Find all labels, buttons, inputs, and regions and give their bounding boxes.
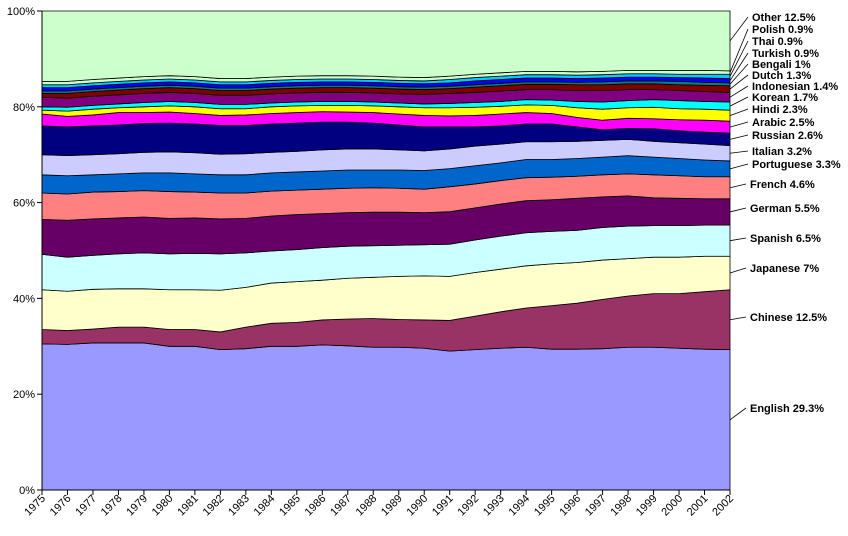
legend-label-spanish: Spanish 6.5% bbox=[750, 233, 821, 245]
legend-label-chinese: Chinese 12.5% bbox=[750, 312, 827, 324]
x-tick-label: 1991 bbox=[430, 493, 456, 519]
x-tick-label: 2000 bbox=[659, 493, 685, 519]
legend-label-turkish: Turkish 0.9% bbox=[752, 48, 819, 60]
legend-leader-line bbox=[729, 237, 747, 242]
y-axis-ticks: 0% 20% 40% 60% 80% 100% bbox=[7, 6, 42, 497]
legend-leader-line bbox=[729, 163, 749, 170]
legend-leader-line bbox=[729, 121, 749, 128]
legend-label-german: German 5.5% bbox=[750, 203, 820, 215]
legend-leader-line bbox=[729, 16, 749, 42]
x-tick-label: 1995 bbox=[532, 493, 558, 519]
x-tick-label: 1996 bbox=[557, 493, 583, 519]
x-tick-label: 2001 bbox=[685, 493, 711, 519]
x-tick-label: 1998 bbox=[608, 493, 634, 519]
legend-label-other: Other 12.5% bbox=[752, 12, 816, 24]
legend-label-polish: Polish 0.9% bbox=[752, 24, 813, 36]
x-tick-label: 1986 bbox=[303, 493, 329, 519]
x-tick-label: 1981 bbox=[175, 493, 201, 519]
x-tick-label: 1988 bbox=[354, 493, 380, 519]
x-tick-label: 1992 bbox=[456, 493, 482, 519]
legend-leader-line bbox=[729, 74, 749, 90]
x-tick-label: 1982 bbox=[201, 493, 227, 519]
legend-leader-line bbox=[729, 63, 749, 85]
legend-label-russian: Russian 2.6% bbox=[752, 130, 823, 142]
legend-label-hindi: Hindi 2.3% bbox=[752, 104, 808, 116]
legend-label-korean: Korean 1.7% bbox=[752, 92, 818, 104]
legend-label-french: French 4.6% bbox=[750, 179, 815, 191]
legend-leader-line bbox=[729, 150, 749, 154]
axes bbox=[41, 11, 730, 491]
legend-label-indonesian: Indonesian 1.4% bbox=[752, 81, 838, 93]
x-tick-label: 1976 bbox=[48, 493, 74, 519]
legend-label-portuguese: Portuguese 3.3% bbox=[752, 159, 841, 171]
x-tick-label: 1978 bbox=[99, 493, 125, 519]
y-tick-label: 40% bbox=[13, 293, 35, 305]
y-tick-label: 0% bbox=[19, 485, 35, 497]
legend-leader-line bbox=[729, 108, 749, 117]
legend-leader-line bbox=[729, 85, 749, 98]
legend-label-english: English 29.3% bbox=[750, 403, 824, 415]
area-other bbox=[41, 10, 731, 82]
y-tick-label: 60% bbox=[13, 198, 35, 210]
y-tick-label: 100% bbox=[7, 6, 35, 18]
x-tick-label: 1994 bbox=[506, 493, 532, 519]
legend-label-japanese: Japanese 7% bbox=[750, 263, 819, 275]
legend: English 29.3% Chinese 12.5% Japanese 7% Spa… bbox=[729, 12, 841, 421]
stacked-areas bbox=[41, 10, 731, 491]
legend-leader-line bbox=[729, 52, 749, 81]
legend-leader-line bbox=[729, 134, 749, 140]
x-tick-label: 1993 bbox=[481, 493, 507, 519]
x-tick-label: 1985 bbox=[277, 493, 303, 519]
x-tick-label: 1980 bbox=[150, 493, 176, 519]
legend-leader-line bbox=[729, 407, 747, 421]
x-tick-label: 1977 bbox=[73, 493, 99, 519]
legend-label-italian: Italian 3.2% bbox=[752, 146, 812, 158]
x-tick-label: 1999 bbox=[634, 493, 660, 519]
legend-leader-line bbox=[729, 183, 747, 189]
x-tick-label: 1987 bbox=[328, 493, 354, 519]
legend-leader-line bbox=[729, 28, 749, 73]
x-tick-label: 1983 bbox=[226, 493, 252, 519]
x-tick-label: 2002 bbox=[710, 493, 736, 519]
legend-leader-line bbox=[729, 267, 747, 274]
legend-leader-line bbox=[729, 96, 749, 107]
x-tick-label: 1990 bbox=[405, 493, 431, 519]
x-tick-label: 1984 bbox=[252, 493, 278, 519]
area-english bbox=[41, 342, 731, 491]
legend-label-dutch: Dutch 1.3% bbox=[752, 70, 812, 82]
legend-leader-line bbox=[729, 207, 747, 213]
y-tick-label: 20% bbox=[13, 389, 35, 401]
legend-leader-line bbox=[729, 40, 749, 77]
legend-label-thai: Thai 0.9% bbox=[752, 36, 803, 48]
x-tick-label: 1989 bbox=[379, 493, 405, 519]
x-axis-ticks: 1975 1976 1977 1978 1979 1980 1981 1982 1983 1984… bbox=[22, 490, 736, 518]
legend-label-bengali: Bengali 1% bbox=[752, 59, 811, 71]
x-tick-label: 1997 bbox=[583, 493, 609, 519]
legend-label-arabic: Arabic 2.5% bbox=[752, 117, 815, 129]
y-tick-label: 80% bbox=[13, 102, 35, 114]
legend-leader-line bbox=[729, 316, 747, 321]
x-tick-label: 1979 bbox=[124, 493, 150, 519]
